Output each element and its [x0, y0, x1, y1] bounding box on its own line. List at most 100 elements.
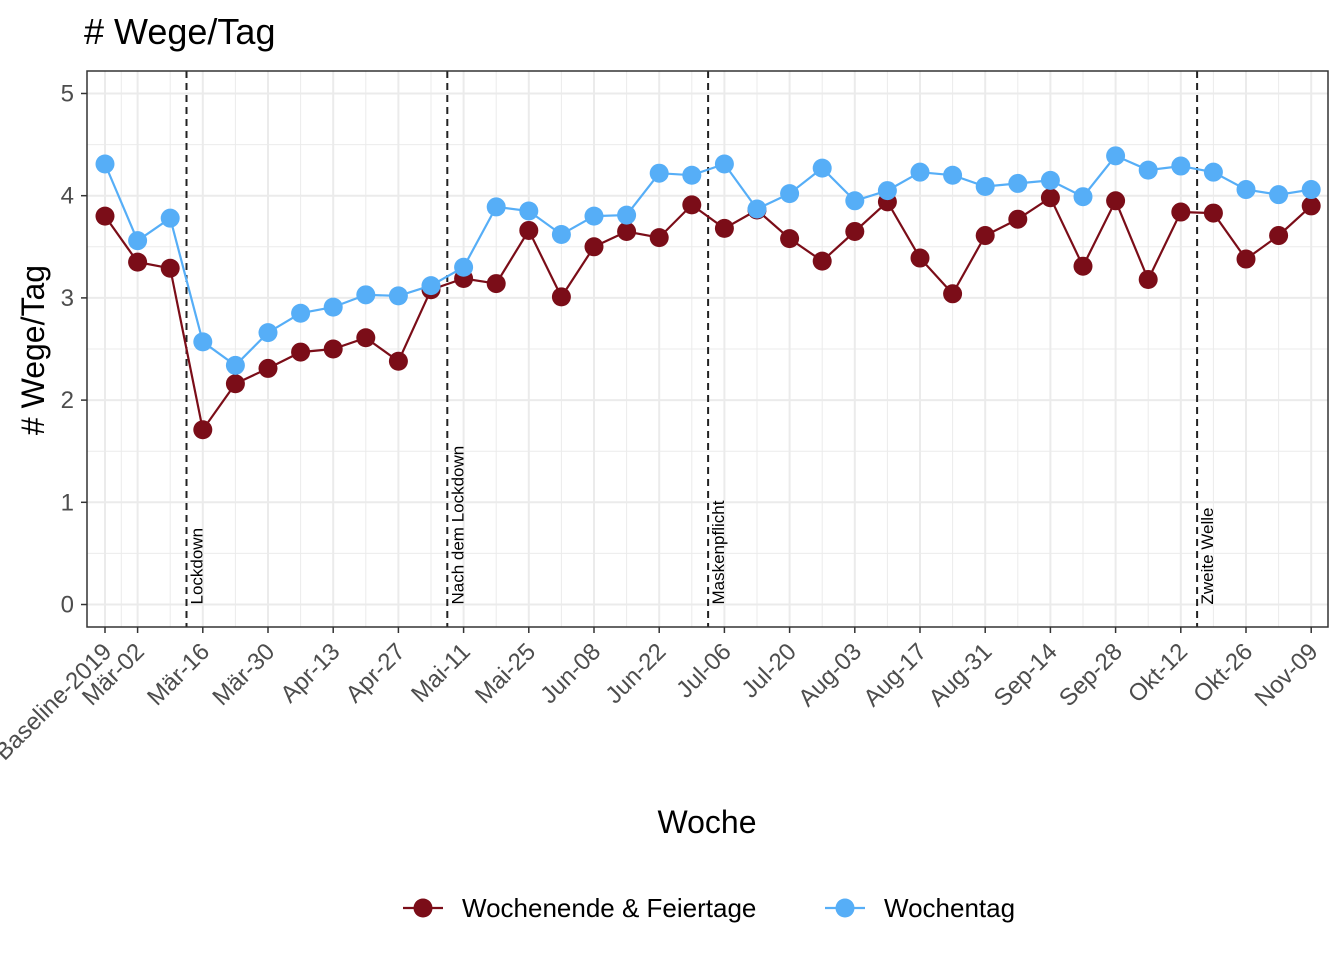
data-point: [682, 165, 702, 185]
data-point: [714, 154, 734, 174]
data-point: [649, 228, 669, 248]
y-tick-label: 1: [61, 489, 74, 516]
data-point: [486, 197, 506, 217]
data-point: [1203, 162, 1223, 182]
x-tick-label: Mär-16: [142, 638, 215, 711]
y-tick-label: 5: [61, 80, 74, 107]
event-label: Zweite Welle: [1198, 508, 1217, 605]
data-point: [780, 184, 800, 204]
x-tick-label: Nov-09: [1250, 638, 1324, 712]
x-tick-label: Mai-25: [470, 638, 541, 709]
data-point: [128, 252, 148, 272]
event-lines: Lockdown Nach dem Lockdown Maskenpflicht Zw…: [185, 71, 1217, 627]
data-point: [845, 221, 865, 241]
data-point: [747, 199, 767, 219]
data-point: [1008, 209, 1028, 229]
x-tick-label: Jun-22: [600, 638, 671, 709]
data-point: [1008, 173, 1028, 193]
data-point: [975, 176, 995, 196]
panel-border: [86, 70, 1329, 628]
chart-title: # Wege/Tag: [84, 11, 275, 52]
data-point: [291, 342, 311, 362]
data-point: [160, 258, 180, 278]
data-point: [258, 358, 278, 378]
y-tick-label: 0: [61, 592, 74, 619]
x-tick-label: Jul-06: [671, 638, 736, 703]
legend-item-wochenende: Wochenende & Feiertage: [403, 893, 756, 923]
data-point: [160, 208, 180, 228]
data-point: [551, 287, 571, 307]
data-point: [519, 201, 539, 221]
data-point: [1269, 185, 1289, 205]
data-point: [486, 274, 506, 294]
data-point: [128, 231, 148, 251]
data-point: [1203, 203, 1223, 223]
data-point: [943, 284, 963, 304]
legend: Wochenende & Feiertage Wochentag: [403, 893, 1015, 923]
x-tick-label: Aug-17: [858, 638, 932, 712]
data-point: [910, 248, 930, 268]
event-label: Nach dem Lockdown: [448, 446, 467, 605]
data-point: [1073, 256, 1093, 276]
x-tick-label: Aug-03: [793, 638, 867, 712]
x-tick-label: Sep-14: [989, 638, 1063, 712]
x-tick-label: Jun-08: [535, 638, 606, 709]
data-point: [323, 339, 343, 359]
legend-label: Wochentag: [884, 893, 1015, 923]
data-point: [1301, 196, 1321, 216]
x-tick-label: Apr-27: [341, 638, 411, 708]
data-point: [421, 276, 441, 296]
data-point: [225, 355, 245, 375]
data-point: [1269, 226, 1289, 246]
x-tick-label: Mai-11: [406, 638, 476, 708]
data-point: [1106, 146, 1126, 166]
event-label: Lockdown: [188, 528, 207, 605]
data-point: [1138, 270, 1158, 289]
x-axis-title: Woche: [657, 804, 756, 840]
x-axis: Baseline-2019Mär-02Mär-16Mär-30Apr-13Apr…: [0, 627, 1323, 766]
series-layer: [95, 146, 1321, 440]
data-point: [388, 351, 408, 371]
event-label: Maskenpflicht: [709, 500, 728, 604]
legend-key-point: [835, 898, 855, 918]
data-point: [95, 206, 115, 226]
legend-key-point: [413, 898, 433, 918]
data-point: [388, 286, 408, 306]
data-point: [812, 158, 832, 178]
data-point: [258, 323, 278, 343]
data-point: [943, 165, 963, 185]
data-point: [454, 257, 474, 277]
data-point: [975, 226, 995, 246]
data-point: [225, 374, 245, 394]
data-point: [1236, 180, 1256, 200]
data-point: [519, 220, 539, 240]
data-point: [1301, 180, 1321, 200]
data-point: [95, 154, 115, 174]
y-axis-title: # Wege/Tag: [15, 265, 51, 435]
data-point: [193, 332, 213, 352]
series-wochentag: [95, 146, 1321, 375]
data-point: [714, 218, 734, 238]
data-point: [780, 229, 800, 249]
x-tick-label: Apr-13: [275, 638, 345, 708]
data-point: [1106, 191, 1126, 211]
data-point: [193, 420, 213, 440]
data-point: [617, 205, 637, 225]
data-point: [845, 191, 865, 211]
data-point: [1236, 249, 1256, 269]
data-point: [1171, 156, 1191, 176]
legend-item-wochentag: Wochentag: [825, 893, 1015, 923]
data-point: [323, 297, 343, 317]
data-point: [877, 181, 897, 201]
y-axis: 0 1 2 3 4 5: [61, 80, 87, 619]
data-point: [356, 328, 376, 348]
x-tick-label: Jul-20: [737, 638, 802, 703]
data-point: [551, 225, 571, 245]
data-point: [1040, 188, 1060, 208]
y-tick-label: 3: [61, 285, 74, 312]
data-point: [356, 285, 376, 305]
data-point: [1073, 187, 1093, 207]
data-point: [649, 163, 669, 183]
